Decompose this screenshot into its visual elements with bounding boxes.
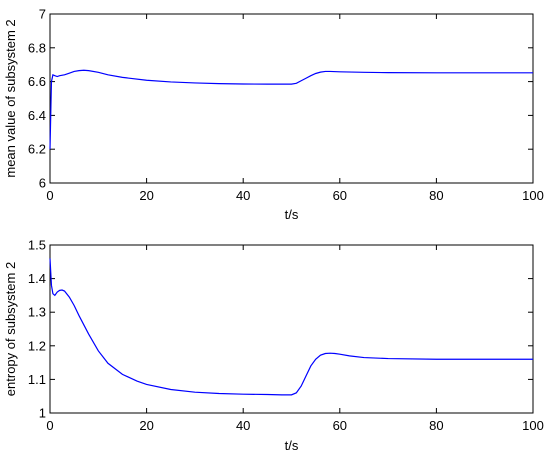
- y-tick-label: 6.6: [28, 74, 46, 89]
- series-line: [49, 69, 533, 150]
- x-tick-label: 40: [236, 188, 250, 203]
- x-tick-label: 80: [429, 188, 443, 203]
- x-tick-label: 100: [522, 418, 544, 433]
- x-tick-label: 100: [522, 188, 544, 203]
- chart-entropy: 0 20 40 60 80 100 1 1.1 1.2 1.3 1.4 1.5 t/s entropy o…: [3, 238, 544, 454]
- x-axis-label: t/s: [285, 207, 299, 222]
- y-axis-label: entropy of subsystem 2: [3, 262, 18, 396]
- plot-frame: [49, 244, 534, 414]
- plot-frame: [49, 13, 534, 184]
- x-tick-label: 0: [46, 188, 53, 203]
- y-tick-label: 6.4: [28, 108, 46, 123]
- y-tick-label: 1.1: [28, 372, 46, 387]
- y-tick-label: 1.3: [28, 305, 46, 320]
- y-tick-label: 1.5: [28, 238, 46, 253]
- y-tick-label: 1.4: [28, 271, 46, 286]
- x-tick-label: 20: [139, 188, 153, 203]
- y-tick-label: 7: [39, 7, 46, 22]
- x-tick-label: 20: [139, 418, 153, 433]
- x-tick-label: 60: [333, 188, 347, 203]
- x-tick-label: 0: [46, 418, 53, 433]
- x-axis-label: t/s: [285, 438, 299, 453]
- y-tick-label: 6.2: [28, 142, 46, 157]
- series-line: [49, 258, 533, 396]
- y-tick-label: 1.2: [28, 338, 46, 353]
- x-tick-label: 80: [429, 418, 443, 433]
- x-tick-label: 40: [236, 418, 250, 433]
- x-tick-label: 60: [333, 418, 347, 433]
- y-tick-label: 6: [39, 176, 46, 191]
- chart-mean-value: 0 20 40 60 80 100 6 6.2 6.4 6.6 6.8 7 t/s mean value …: [3, 7, 544, 223]
- y-axis-label: mean value of subsystem 2: [3, 19, 18, 177]
- y-tick-label: 6.8: [28, 40, 46, 55]
- y-tick-label: 1: [39, 406, 46, 421]
